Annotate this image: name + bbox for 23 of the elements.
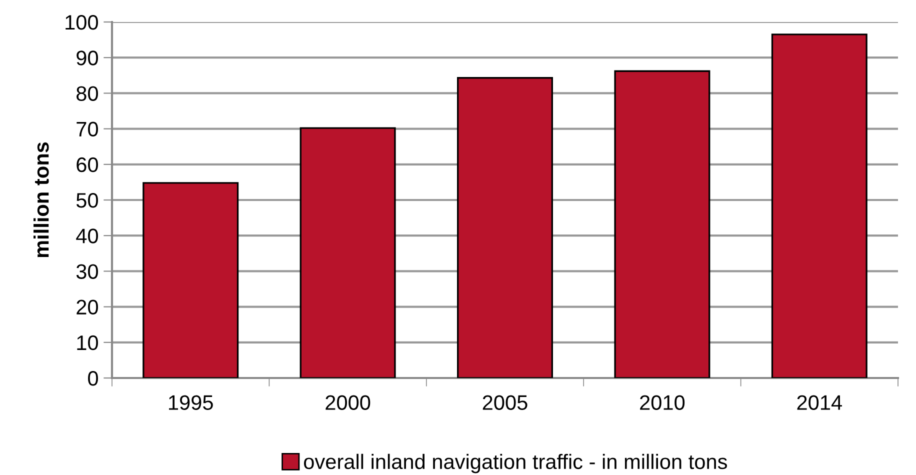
y-tick-label: 0 (88, 371, 98, 386)
bar (457, 77, 553, 378)
y-tick-label: 30 (76, 264, 98, 279)
y-tick-label: 60 (76, 157, 98, 172)
legend-label: overall inland navigation traffic - in million tons (304, 454, 727, 474)
y-tick-label: 80 (76, 86, 98, 101)
x-tick-label: 2000 (326, 395, 370, 410)
y-tick-label: 40 (76, 228, 98, 244)
bar (300, 127, 396, 378)
y-tick-label: 20 (76, 300, 98, 315)
y-tick-label: 10 (77, 335, 98, 350)
y-tick-label: 100 (66, 15, 98, 30)
y-tick-label: 70 (76, 122, 98, 137)
y-axis-title: million tons (34, 142, 49, 258)
x-tick-label: 2010 (640, 395, 685, 410)
y-tick-label: 50 (76, 193, 98, 208)
x-tick-label: 2014 (797, 395, 842, 410)
bar (771, 34, 868, 378)
x-tick-label: 1995 (169, 395, 213, 410)
bar (142, 182, 239, 378)
x-tick-label: 2005 (482, 395, 528, 410)
bar (614, 70, 710, 378)
y-tick-label: 90 (76, 50, 98, 66)
